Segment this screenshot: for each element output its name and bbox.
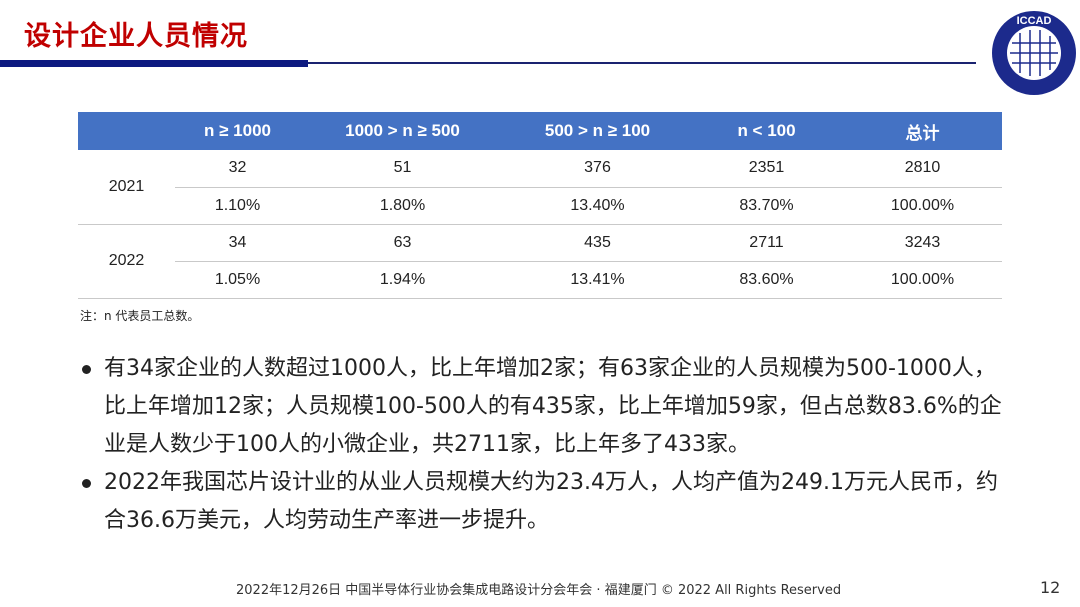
header-col: 1000 > n ≥ 500 <box>300 112 505 150</box>
title-bar-thick <box>0 60 308 67</box>
percent-cell: 83.60% <box>690 261 843 299</box>
year-cell: 2021 <box>78 150 175 225</box>
percent-cell: 1.10% <box>175 187 300 225</box>
bullet-item: 有34家企业的人数超过1000人，比上年增加2家；有63家企业的人员规模为500… <box>80 350 1010 464</box>
logo-text: ICCAD <box>1017 15 1052 27</box>
table-row: 1.05% 1.94% 13.41% 83.60% 100.00% <box>78 261 1002 299</box>
header-col: n ≥ 1000 <box>175 112 300 150</box>
count-cell: 2711 <box>690 224 843 262</box>
count-cell: 2351 <box>690 150 843 188</box>
count-cell: 34 <box>175 224 300 262</box>
percent-cell: 13.40% <box>505 187 690 225</box>
header-blank <box>78 112 175 150</box>
header-col: 总计 <box>843 112 1002 150</box>
count-cell: 51 <box>300 150 505 188</box>
percent-cell: 1.05% <box>175 261 300 299</box>
header-col: n < 100 <box>690 112 843 150</box>
table-row: 1.10% 1.80% 13.40% 83.70% 100.00% <box>78 187 1002 225</box>
personnel-table: n ≥ 1000 1000 > n ≥ 500 500 > n ≥ 100 n … <box>78 112 1002 299</box>
count-cell: 376 <box>505 150 690 188</box>
table-row: 2022 34 63 435 2711 3243 <box>78 224 1002 299</box>
percent-cell: 1.80% <box>300 187 505 225</box>
count-cell: 3243 <box>843 224 1002 262</box>
percent-cell: 100.00% <box>843 187 1002 225</box>
percent-cell: 100.00% <box>843 261 1002 299</box>
page-number: 12 <box>1040 578 1061 597</box>
footer-text: 2022年12月26日 中国半导体行业协会集成电路设计分会年会 · 福建厦门 ©… <box>236 583 842 598</box>
header-col: 500 > n ≥ 100 <box>505 112 690 150</box>
percent-cell: 13.41% <box>505 261 690 299</box>
title-bar-line <box>308 62 976 64</box>
year-cell: 2022 <box>78 224 175 299</box>
slide-title: 设计企业人员情况 <box>24 21 248 52</box>
percent-cell: 1.94% <box>300 261 505 299</box>
count-cell: 435 <box>505 224 690 262</box>
percent-cell: 83.70% <box>690 187 843 225</box>
bullet-item: 2022年我国芯片设计业的从业人员规模大约为23.4万人，人均产值为249.1万… <box>80 464 1010 540</box>
count-cell: 2810 <box>843 150 1002 188</box>
count-cell: 32 <box>175 150 300 188</box>
table-row: 2021 32 51 376 2351 2810 <box>78 150 1002 225</box>
count-cell: 63 <box>300 224 505 262</box>
iccad-logo: ICCAD <box>992 11 1076 95</box>
table-note: 注：n 代表员工总数。 <box>80 309 200 323</box>
bullet-list: 有34家企业的人数超过1000人，比上年增加2家；有63家企业的人员规模为500… <box>80 350 1010 540</box>
